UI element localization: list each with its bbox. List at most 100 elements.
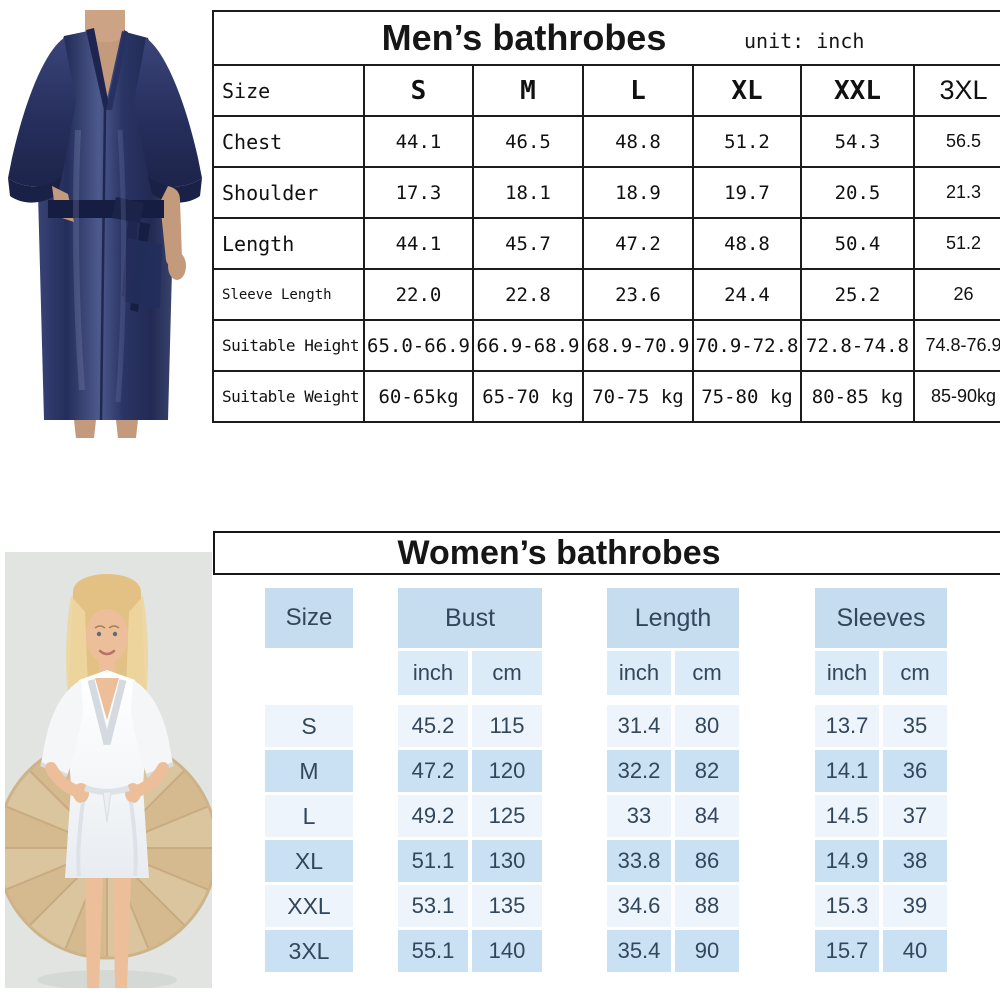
robe-sleeve-left — [8, 38, 76, 187]
model-hand-right — [168, 252, 186, 280]
table-cell: 31.4 — [607, 705, 671, 747]
table-cell: 70-75 kg — [582, 370, 694, 423]
table-cell: 47.2 — [398, 750, 468, 792]
robe-pocket — [124, 238, 162, 308]
table-cell: 86 — [675, 840, 739, 882]
table-cell: 22.8 — [472, 268, 584, 321]
table-cell: 51.2 — [912, 217, 1000, 270]
table-cell: 51.2 — [692, 115, 802, 168]
row-label: Suitable Height — [212, 319, 365, 372]
table-cell: 120 — [472, 750, 542, 792]
table-cell: 17.3 — [363, 166, 474, 219]
size-cell: 3XL — [265, 930, 353, 972]
robe-body — [65, 670, 149, 878]
table-cell: 22.0 — [363, 268, 474, 321]
column-header: S — [363, 64, 474, 117]
table-cell: 88 — [675, 885, 739, 927]
unit-subheader: inch cm — [815, 651, 947, 695]
row-label: Chest — [212, 115, 365, 168]
table-cell: 72.8-74.8 — [800, 319, 915, 372]
spacer — [815, 698, 947, 702]
robe-v-opening — [95, 678, 119, 720]
robe-sleeve-right — [131, 680, 173, 776]
robe-sash-tail — [102, 791, 112, 823]
table-row: 55.1 140 — [398, 930, 542, 972]
table-row: XL — [265, 840, 353, 882]
size-cell: L — [265, 795, 353, 837]
table-cell: 51.1 — [398, 840, 468, 882]
table-row: 49.2 125 — [398, 795, 542, 837]
row-label: Shoulder — [212, 166, 365, 219]
unit-note: unit: inch — [744, 29, 865, 53]
spacer — [265, 698, 353, 702]
table-cell: 40 — [883, 930, 947, 972]
table-title-row: Men’s bathrobes unit: inch — [211, 10, 1000, 66]
column-header: Length — [607, 588, 739, 648]
row-label: Suitable Weight — [212, 370, 365, 423]
unit-subheader: inch cm — [398, 651, 542, 695]
table-cell: 13.7 — [815, 705, 879, 747]
table-row: 14.9 38 — [815, 840, 947, 882]
table-row: Sleeve Length 22.0 22.8 23.6 24.4 25.2 2… — [212, 268, 1000, 321]
table-row: 33.8 86 — [607, 840, 739, 882]
mens-table-title: Men’s bathrobes — [381, 17, 667, 58]
table-row: 47.2 120 — [398, 750, 542, 792]
table-cell: 25.2 — [800, 268, 915, 321]
unit-label-inch: inch — [607, 651, 671, 695]
table-cell: 80 — [675, 705, 739, 747]
table-row: 32.2 82 — [607, 750, 739, 792]
robe-front-overlap — [99, 109, 107, 421]
table-cell: 70.9-72.8 — [692, 319, 802, 372]
floor-shadow — [37, 970, 177, 988]
robe-collar-left — [86, 28, 110, 110]
table-cell: 35 — [883, 705, 947, 747]
mens-size-table: Men’s bathrobes unit: inch Size S M L XL… — [211, 10, 1000, 423]
unit-label-cm: cm — [883, 651, 947, 695]
size-column-group: Size S M L XL XXL 3XL — [265, 588, 353, 972]
table-cell: 82 — [675, 750, 739, 792]
sleeves-column-group: Sleeves inch cm 13.7 35 14.1 36 14.5 37 … — [815, 588, 947, 972]
mens-robe-photo — [0, 10, 210, 438]
unit-label-inch: inch — [398, 651, 468, 695]
womens-table-title: Women’s bathrobes — [397, 533, 721, 572]
table-cell: 47.2 — [582, 217, 694, 270]
table-cell: 45.7 — [472, 217, 584, 270]
spacer — [265, 651, 353, 695]
table-cell: 49.2 — [398, 795, 468, 837]
table-cell: 50.4 — [800, 217, 915, 270]
table-row: 15.3 39 — [815, 885, 947, 927]
table-cell: 19.7 — [692, 166, 802, 219]
table-cell: 44.1 — [363, 217, 474, 270]
column-header: Bust — [398, 588, 542, 648]
table-cell: 23.6 — [582, 268, 694, 321]
table-cell: 21.3 — [912, 166, 1000, 219]
model-smile — [98, 649, 116, 656]
model-eye-left — [96, 631, 102, 637]
table-cell: 34.6 — [607, 885, 671, 927]
table-cell: 125 — [472, 795, 542, 837]
table-row: 33 84 — [607, 795, 739, 837]
column-header: XXL — [800, 64, 915, 117]
table-row: XXL — [265, 885, 353, 927]
table-row: S — [265, 705, 353, 747]
table-cell: 32.2 — [607, 750, 671, 792]
table-cell: 14.9 — [815, 840, 879, 882]
table-cell: 20.5 — [800, 166, 915, 219]
table-cell: 38 — [883, 840, 947, 882]
table-cell: 35.4 — [607, 930, 671, 972]
robe-collar-right — [106, 30, 128, 110]
table-cell: 36 — [883, 750, 947, 792]
satin-highlight — [72, 129, 85, 391]
table-cell: 18.1 — [472, 166, 584, 219]
table-cell: 45.2 — [398, 705, 468, 747]
table-cell: 130 — [472, 840, 542, 882]
length-column-group: Length inch cm 31.4 80 32.2 82 33 84 33.… — [607, 588, 739, 972]
table-row: 35.4 90 — [607, 930, 739, 972]
table-row: 3XL — [265, 930, 353, 972]
table-row: 13.7 35 — [815, 705, 947, 747]
table-cell: 66.9-68.9 — [472, 319, 584, 372]
robe-sleeve-right — [134, 38, 202, 187]
table-cell: 26 — [912, 268, 1000, 321]
model-forearm-right — [160, 186, 182, 267]
